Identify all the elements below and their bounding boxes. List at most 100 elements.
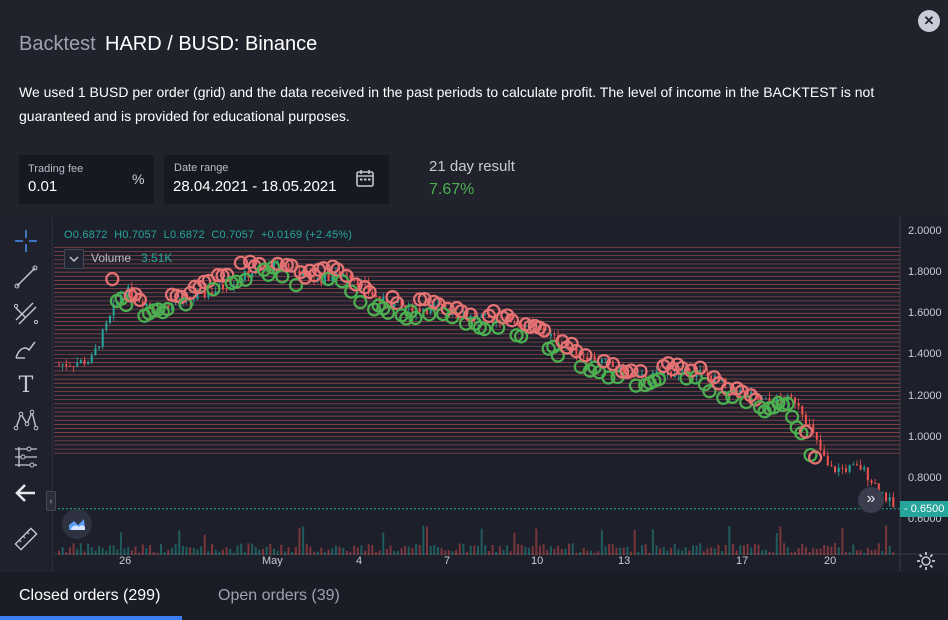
prediction-icon[interactable] [12,443,40,471]
volume-bar [61,547,64,555]
volume-bar [666,550,669,555]
candle-body [852,464,855,466]
volume-bar [480,528,483,555]
volume-bar [280,544,283,555]
ohlc-legend: O0.6872 H0.7057 L0.6872 C0.7057 +0.0169 … [64,229,352,241]
date-range-field[interactable]: Date range 28.04.2021 - 18.05.2021 [164,155,389,204]
volume-bar [630,551,633,555]
candle-body [101,329,104,347]
volume-bar [848,552,851,555]
arrow-left-icon[interactable] [12,479,40,507]
candle-body [393,303,396,308]
date-range-input[interactable]: 28.04.2021 - 18.05.2021 [173,178,337,195]
trading-fee-input[interactable]: 0.01 [28,178,58,195]
volume-bar [582,548,585,555]
scroll-to-realtime-button[interactable]: » [858,487,884,513]
sell-order-marker [330,262,345,277]
buy-order-marker [587,360,602,375]
volume-bar [192,547,195,555]
candle-body [211,292,214,295]
candle-body [768,398,771,402]
candle-body [192,299,195,301]
volume-bar [651,529,654,555]
sell-order-marker [389,296,405,311]
collapse-toolbar-handle[interactable]: ‹ [46,491,56,511]
chart-canvas[interactable] [0,217,948,571]
candle-body [203,290,206,298]
volume-bar [542,544,545,555]
brush-icon[interactable] [12,335,40,363]
candle-body [466,314,469,319]
volume-bar [367,544,370,555]
buy-order-marker [238,272,253,287]
buy-order-marker [573,359,588,374]
buy-order-marker [178,297,193,312]
volume-bar [608,543,611,555]
volume-bar [815,548,818,555]
volume-bar [436,547,439,555]
collapse-legend-button[interactable] [64,249,84,269]
candle-body [742,390,745,392]
volume-bar [291,552,294,555]
calendar-icon[interactable] [355,168,375,188]
volume-bar [735,550,738,555]
date-label: 13 [618,555,631,567]
candle-body [834,466,837,473]
active-tab-indicator [0,616,182,620]
volume-bar [247,543,250,555]
buy-order-marker [229,274,244,289]
candle-body [109,315,112,323]
date-label: 20 [824,555,837,567]
price-chart[interactable] [0,217,948,571]
volume-bar [185,546,188,555]
crosshair-icon[interactable] [12,227,40,255]
tradingview-logo-icon[interactable] [62,509,92,539]
volume-bar [702,551,705,555]
volume-bar [892,552,895,555]
volume-bar [189,547,192,555]
volume-bar [695,545,698,555]
volume-bar [338,546,341,555]
volume-bar [786,547,789,555]
volume-bar [418,545,421,555]
candle-body [863,467,866,470]
candle-body [345,273,348,276]
volume-bar [688,550,691,555]
candle-body [841,467,844,469]
settings-gear-icon[interactable] [916,551,936,571]
volume-bar [105,550,108,555]
candle-body [72,366,75,368]
candle-body [815,431,818,440]
candle-body [65,364,68,366]
candle-body [721,379,724,381]
candle-body [804,414,807,425]
volume-bar [393,551,396,555]
candle-body [855,464,858,466]
candle-body [611,361,614,367]
pattern-icon[interactable] [12,407,40,435]
volume-bar [276,550,279,555]
volume-bar [422,525,425,555]
close-button[interactable]: ✕ [918,10,940,32]
volume-bar [812,548,815,555]
text-tool-icon[interactable]: T [18,372,34,398]
candle-body [87,362,90,365]
trading-fee-field[interactable]: Trading fee 0.01 % [19,155,154,204]
sell-order-marker [210,268,226,283]
candle-body [181,298,184,304]
trend-line-icon[interactable] [12,263,40,291]
sell-order-marker [412,292,428,307]
volume-bar [466,551,469,555]
volume-bar [681,550,684,555]
sell-order-marker [536,323,552,338]
candle-body [826,455,829,466]
volume-bar [334,545,337,555]
volume-bar [790,552,793,555]
description-text: We used 1 BUSD per order (grid) and the … [19,84,875,124]
fibonacci-icon[interactable] [12,299,40,327]
ruler-icon[interactable] [12,525,40,553]
tab-closed-orders[interactable]: Closed orders (299) [19,587,161,604]
tab-open-orders[interactable]: Open orders (39) [218,587,340,604]
buy-order-marker [353,295,368,310]
candle-body [90,355,93,363]
